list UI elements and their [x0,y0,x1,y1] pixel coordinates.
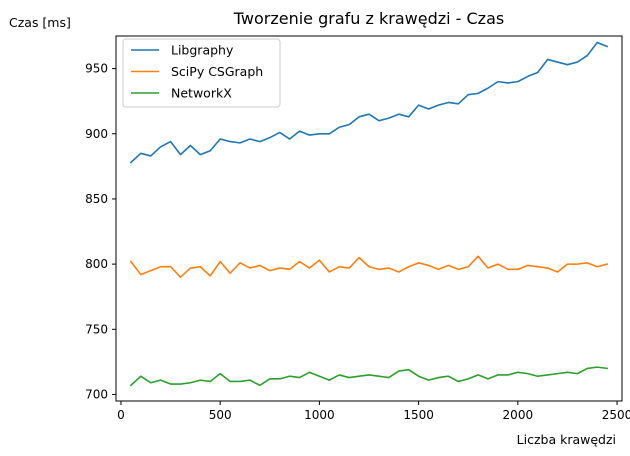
y-axis-label: Czas [ms] [9,15,71,30]
chart-title: Tworzenie grafu z krawędzi - Czas [233,9,504,28]
y-axis-ticks: 700 750 800 850 900 950 [85,62,116,401]
x-tick-label: 0 [117,408,125,422]
legend: Libgraphy SciPy CSGraph NetworkX [122,38,281,108]
y-tick-label: 800 [85,257,108,271]
x-tick-label: 1000 [304,408,335,422]
series-line-scipy-csgraph [129,255,609,278]
series-line-networkx [129,366,609,387]
x-tick-label: 2500 [602,408,630,422]
y-tick-label: 850 [85,192,108,206]
legend-label-networkx: NetworkX [171,86,232,101]
legend-label-scipy-csgraph: SciPy CSGraph [171,64,263,79]
x-tick-label: 1500 [403,408,434,422]
legend-box [122,38,281,108]
x-axis-ticks: 0 500 1000 1500 2000 2500 [117,401,630,422]
series-line-libgraphy [129,41,609,164]
y-tick-label: 750 [85,322,108,336]
y-tick-label: 700 [85,387,108,401]
y-tick-label: 900 [85,127,108,141]
plot-area: 0 500 1000 1500 2000 2500 700 750 800 850 900 950 [85,35,630,422]
series-layer [129,41,609,387]
y-tick-label: 950 [85,62,108,76]
x-tick-label: 2000 [503,408,534,422]
x-axis-label: Liczba krawędzi [517,432,616,447]
legend-label-libgraphy: Libgraphy [171,43,234,58]
plot-frame [115,35,623,402]
x-tick-label: 500 [209,408,232,422]
